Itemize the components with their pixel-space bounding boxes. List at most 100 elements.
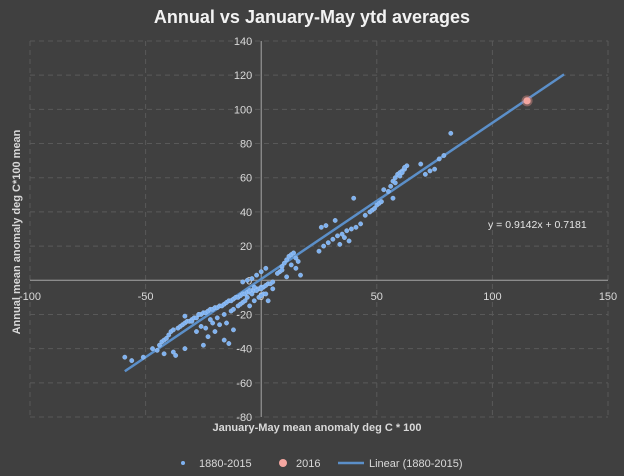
- data-point-2016: [523, 97, 531, 105]
- legend: 1880-2015 2016 Linear (1880-2015): [181, 458, 463, 470]
- data-point-1880-2015: [140, 354, 146, 360]
- data-point-1880-2015: [399, 170, 405, 176]
- y-tick-label: 40: [240, 207, 252, 219]
- data-point-1880-2015: [157, 342, 162, 348]
- x-tick-label: -50: [138, 291, 154, 303]
- data-point-1880-2015: [284, 257, 290, 263]
- data-point-1880-2015: [212, 329, 218, 334]
- data-point-1880-2015: [254, 288, 259, 293]
- data-point-1880-2015: [129, 358, 135, 363]
- x-tick-label: 150: [599, 291, 617, 303]
- data-point-1880-2015: [231, 327, 236, 333]
- y-tick-label: -60: [236, 378, 252, 390]
- data-point-1880-2015: [182, 313, 188, 319]
- data-point-1880-2015: [217, 322, 222, 328]
- data-point-1880-2015: [210, 320, 216, 326]
- y-tick-label: 20: [240, 241, 252, 253]
- data-point-1880-2015: [189, 318, 195, 324]
- data-point-1880-2015: [231, 306, 236, 312]
- data-point-1880-2015: [372, 206, 377, 211]
- legend-label-2016: 2016: [296, 458, 320, 470]
- data-point-1880-2015: [161, 351, 167, 357]
- y-tick-label: 120: [234, 70, 252, 82]
- data-point-1880-2015: [332, 218, 338, 223]
- data-point-1880-2015: [122, 354, 128, 360]
- data-point-1880-2015: [207, 317, 213, 322]
- data-point-1880-2015: [397, 173, 403, 179]
- x-axis-title: January-May mean anomaly deg C * 100: [212, 422, 421, 434]
- data-point-1880-2015: [348, 226, 354, 232]
- data-point-1880-2015: [182, 346, 188, 352]
- data-point-1880-2015: [335, 233, 340, 239]
- data-point-1880-2015: [402, 165, 407, 170]
- data-point-1880-2015: [291, 250, 296, 256]
- x-tick-label: -100: [19, 291, 41, 303]
- data-point-1880-2015: [270, 286, 276, 292]
- data-point-1880-2015: [418, 161, 424, 167]
- data-point-1880-2015: [293, 265, 299, 271]
- legend-marker-1880-2015: [181, 461, 185, 465]
- data-point-1880-2015: [385, 188, 391, 194]
- legend-label-linear: Linear (1880-2015): [369, 458, 463, 470]
- data-point-1880-2015: [270, 279, 276, 285]
- data-point-1880-2015: [436, 156, 442, 162]
- data-point-1880-2015: [281, 260, 287, 266]
- data-point-1880-2015: [166, 332, 172, 338]
- trendline-layer: [124, 73, 565, 373]
- data-point-1880-2015: [237, 301, 243, 307]
- data-point-1880-2015: [194, 329, 199, 334]
- data-point-1880-2015: [150, 346, 155, 352]
- data-point-1880-2015: [337, 241, 343, 247]
- y-tick-label: -20: [236, 309, 252, 321]
- data-point-1880-2015: [339, 231, 345, 237]
- data-point-1880-2015: [422, 171, 428, 177]
- data-point-1880-2015: [318, 224, 324, 230]
- data-point-1880-2015: [258, 293, 264, 299]
- data-point-1880-2015: [390, 195, 396, 201]
- legend-marker-2016: [279, 459, 287, 467]
- data-point-1880-2015: [164, 335, 169, 341]
- data-point-1880-2015: [240, 279, 246, 285]
- data-point-1880-2015: [288, 262, 294, 268]
- data-point-1880-2015: [362, 212, 368, 218]
- y-tick-label: 100: [234, 104, 252, 116]
- data-point-1880-2015: [427, 168, 433, 174]
- y-tick-label: 60: [240, 173, 252, 185]
- data-point-1880-2015: [295, 259, 301, 264]
- data-point-1880-2015: [353, 224, 359, 230]
- legend-label-1880-2015: 1880-2015: [199, 458, 252, 470]
- data-point-1880-2015: [226, 341, 232, 346]
- data-point-1880-2015: [258, 286, 264, 292]
- data-point-1880-2015: [194, 315, 199, 321]
- data-point-1880-2015: [441, 153, 447, 158]
- y-tick-label: 140: [234, 36, 252, 48]
- data-point-1880-2015: [173, 353, 179, 358]
- data-point-1880-2015: [323, 223, 329, 228]
- chart-title: Annual vs January-May ytd averages: [154, 7, 470, 27]
- data-point-1880-2015: [244, 277, 250, 283]
- data-point-1880-2015: [198, 324, 204, 329]
- y-tick-label: -40: [236, 344, 252, 356]
- data-point-1880-2015: [205, 334, 211, 340]
- data-point-1880-2015: [388, 183, 394, 189]
- data-point-1880-2015: [247, 288, 253, 293]
- data-point-1880-2015: [224, 320, 229, 326]
- data-point-1880-2015: [342, 235, 347, 240]
- data-point-1880-2015: [203, 325, 209, 331]
- data-point-1880-2015: [242, 298, 248, 304]
- data-point-1880-2015: [263, 291, 269, 297]
- data-point-1880-2015: [381, 187, 387, 193]
- axes: [30, 41, 608, 417]
- tick-labels: -100-50050100150-80-60-40-20020406080100…: [19, 36, 617, 424]
- data-point-1880-2015: [346, 238, 352, 244]
- data-point-1880-2015: [325, 240, 331, 246]
- data-point-1880-2015: [265, 298, 271, 304]
- trendline: [124, 73, 565, 373]
- y-tick-label: -80: [236, 412, 252, 424]
- data-point-1880-2015: [321, 243, 327, 249]
- data-point-1880-2015: [263, 265, 269, 271]
- data-point-1880-2015: [351, 195, 357, 201]
- y-tick-label: 80: [240, 139, 252, 151]
- data-point-1880-2015: [251, 284, 257, 290]
